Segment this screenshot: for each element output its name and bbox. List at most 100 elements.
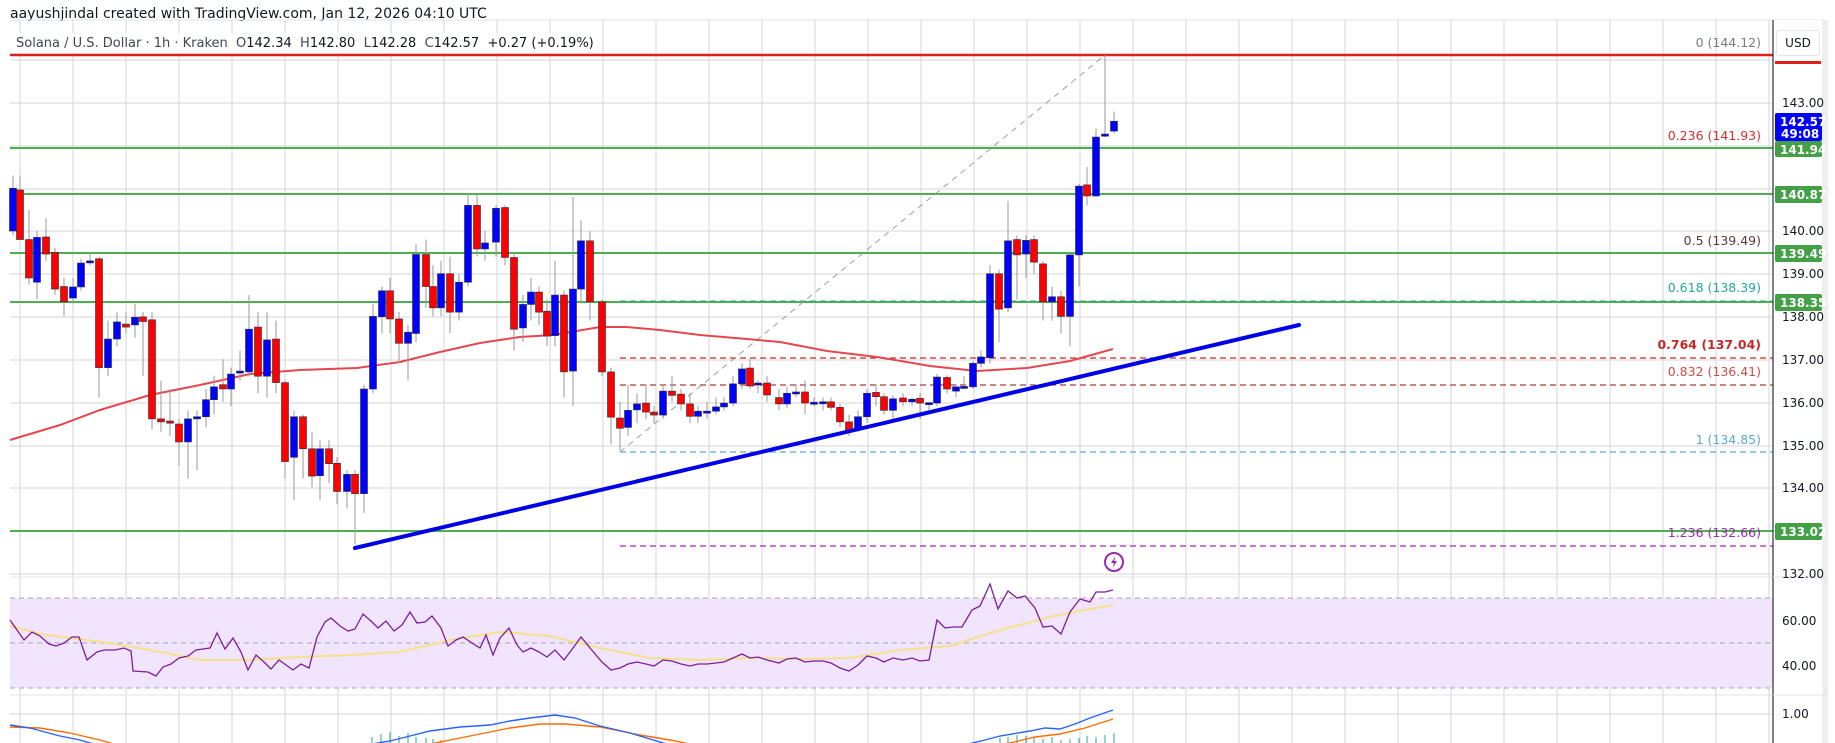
candle-bull [925, 402, 933, 405]
candle-bull [754, 382, 762, 386]
lightning-alert-icon[interactable] [1100, 549, 1126, 575]
candle-bear [598, 301, 606, 373]
candle-bear [510, 257, 518, 330]
close-value: 142.57 [433, 35, 480, 51]
candle-bear [272, 338, 280, 383]
rsi-line [9, 582, 1114, 677]
candle-bear [60, 286, 68, 303]
rsi-lines [9, 582, 1114, 677]
candle-bear [95, 258, 103, 368]
candle-bear [943, 377, 951, 390]
candle-bear [1030, 239, 1038, 263]
axis-tick-label: 1.00 [1782, 707, 1809, 721]
rsi-pane [10, 597, 1773, 689]
candle-bull [360, 388, 368, 494]
axis-tick-label: 134.00 [1782, 481, 1824, 495]
candle-bull [1066, 254, 1074, 317]
candle-bull [404, 331, 412, 344]
candle-bear [308, 448, 316, 477]
candle-bull [9, 188, 17, 232]
candle-bear [325, 448, 333, 465]
candle-bull [481, 242, 489, 250]
candle-bull [1075, 185, 1083, 256]
candle-bull [1004, 240, 1012, 309]
symbol-name: Solana / U.S. Dollar [16, 35, 142, 51]
price-badge [1775, 141, 1822, 157]
candle-bear [880, 396, 888, 411]
low-label: L [363, 35, 371, 51]
high-label: H [300, 35, 310, 51]
low-value: 142.28 [370, 35, 417, 51]
candle-bull [1022, 240, 1030, 255]
fib-label: 0.832 (136.41) [1668, 364, 1761, 379]
axis-tick-label: 132.00 [1782, 567, 1824, 581]
price-badge-label: 142.57 [1780, 115, 1826, 129]
ascending-trendline[interactable] [353, 323, 1301, 550]
candle-bull [519, 304, 527, 329]
change-value: +0.27 (+0.19%) [487, 35, 594, 51]
candle-bear [219, 384, 227, 390]
price-axis[interactable]: 143.00 140.00 139.00 138.00 137.00 136.00 135.… [1772, 20, 1835, 743]
candle-bear [899, 397, 907, 403]
price-badge-label: 141.94 [1780, 143, 1826, 157]
price-badge-label: 140.87 [1780, 188, 1826, 202]
horizontal-levels[interactable] [10, 53, 1773, 547]
candle-bull [492, 208, 500, 243]
candle-bull [624, 410, 632, 428]
spacer [416, 36, 424, 51]
candle-bull [343, 474, 351, 492]
currency-button[interactable]: USD [1776, 30, 1820, 56]
candle-bull [290, 416, 298, 458]
high-value: 142.80 [309, 35, 356, 51]
candle-bull [210, 386, 218, 400]
candle-bull [960, 386, 968, 389]
fib-diagonal[interactable] [619, 54, 1106, 453]
axis-tick-label: 137.00 [1782, 353, 1824, 367]
axis-tick-label: 60.00 [1782, 614, 1816, 628]
candle-bull [184, 418, 192, 443]
candle-bear [157, 418, 165, 423]
axis-tick-label: 40.00 [1782, 659, 1816, 673]
candle-bear [473, 205, 481, 250]
candle-bear [916, 398, 924, 404]
spacer [228, 36, 236, 51]
candle-bull [86, 260, 94, 264]
candle-bear [16, 189, 24, 240]
fib-label: 0.5 (139.49) [1684, 233, 1761, 248]
fib-trend-line[interactable] [619, 54, 1106, 453]
symbol-legend[interactable]: Solana / U.S. Dollar · 1h · Kraken O 142… [10, 33, 598, 53]
candle-bear [535, 291, 543, 313]
fib-label: 0.764 (137.04) [1657, 337, 1761, 352]
candlesticks [9, 55, 1118, 545]
axis-tick-label: 139.00 [1782, 267, 1824, 281]
candle-bull [1110, 120, 1118, 132]
candle-bear [642, 402, 650, 413]
chart-credit: aayushjindal created with TradingView.co… [10, 6, 487, 22]
candle-bull [263, 339, 271, 377]
candle-bear [1057, 296, 1065, 317]
candle-bull [952, 386, 960, 392]
candle-bull [659, 390, 667, 416]
fib-label: 0 (144.12) [1696, 35, 1761, 50]
candle-bear [501, 207, 509, 258]
candle-bear [616, 417, 624, 429]
candle-bear [1039, 263, 1047, 303]
axis-tick-label: 140.00 [1782, 224, 1824, 238]
candle-bear [1083, 184, 1091, 197]
candle-bull [227, 373, 235, 390]
candle-bull [792, 391, 800, 395]
price-badge [1775, 294, 1822, 311]
fib-label: 1.236 (132.66) [1668, 525, 1761, 540]
trendline-support[interactable] [353, 323, 1301, 550]
candle-bull [720, 402, 728, 408]
candle-bear [281, 382, 289, 462]
candle-bull [378, 290, 386, 318]
candle-bull [863, 392, 871, 418]
candle-bear [446, 273, 454, 313]
candle-bull [104, 338, 112, 368]
candle-bull [977, 356, 985, 364]
candle-bear [650, 411, 658, 416]
candle-bear [139, 316, 147, 322]
spacer [292, 36, 300, 51]
